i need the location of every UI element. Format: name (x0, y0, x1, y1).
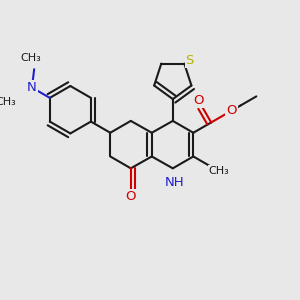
Text: O: O (125, 190, 136, 203)
Text: S: S (185, 54, 194, 68)
Text: CH₃: CH₃ (21, 53, 42, 63)
Text: NH: NH (164, 176, 184, 189)
Text: CH₃: CH₃ (0, 97, 16, 106)
Text: O: O (226, 104, 237, 117)
Text: O: O (193, 94, 204, 107)
Text: N: N (27, 81, 37, 94)
Text: CH₃: CH₃ (208, 166, 229, 176)
